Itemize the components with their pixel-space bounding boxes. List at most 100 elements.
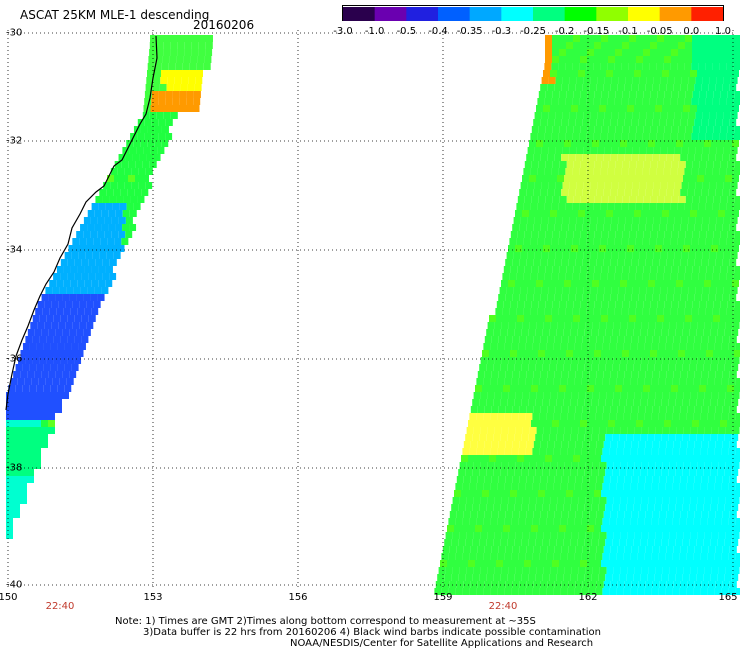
swath-cell bbox=[657, 126, 665, 133]
swath-cell bbox=[13, 490, 20, 497]
swath-cell bbox=[547, 441, 555, 448]
swath-cell bbox=[497, 483, 505, 490]
swath-cell bbox=[490, 378, 498, 385]
swath-cell bbox=[610, 154, 618, 161]
swath-cell bbox=[580, 231, 588, 238]
swath-cell bbox=[692, 91, 700, 98]
swath-cell bbox=[547, 154, 555, 161]
swath-cell bbox=[51, 301, 59, 308]
swath-cell bbox=[557, 322, 565, 329]
swath-cell bbox=[704, 427, 712, 434]
swath-cell bbox=[561, 371, 569, 378]
swath-cell bbox=[675, 434, 683, 441]
swath-cell bbox=[710, 574, 718, 581]
swath-cell bbox=[705, 238, 713, 245]
swath-cell bbox=[725, 357, 733, 364]
swath-cell bbox=[640, 364, 648, 371]
swath-cell bbox=[568, 511, 576, 518]
latitude-label: -30 bbox=[6, 27, 23, 39]
swath-cell bbox=[734, 49, 740, 56]
swath-cell bbox=[707, 518, 715, 525]
swath-cell bbox=[486, 364, 494, 371]
swath-cell bbox=[596, 476, 604, 483]
swath-cell bbox=[472, 469, 480, 476]
swath-cell bbox=[722, 581, 730, 588]
swath-cell bbox=[27, 399, 34, 406]
swath-cell bbox=[650, 35, 657, 42]
swath-cell bbox=[582, 371, 590, 378]
swath-cell bbox=[675, 469, 683, 476]
swath-cell bbox=[562, 287, 570, 294]
swath-cell bbox=[668, 539, 676, 546]
swath-cell bbox=[664, 455, 671, 462]
swath-cell bbox=[539, 343, 547, 350]
swath-cell bbox=[192, 105, 200, 112]
swath-cell bbox=[544, 63, 552, 70]
swath-cell bbox=[671, 350, 678, 357]
swath-cell bbox=[162, 56, 170, 63]
swath-cell bbox=[34, 371, 42, 378]
swath-cell bbox=[483, 518, 491, 525]
swath-cell bbox=[615, 301, 623, 308]
swath-cell bbox=[606, 105, 613, 112]
swath-cell bbox=[639, 287, 647, 294]
swath-cell bbox=[634, 245, 641, 252]
swath-cell bbox=[622, 161, 630, 168]
swath-cell bbox=[645, 84, 653, 91]
swath-cell bbox=[6, 420, 13, 427]
swath-cell bbox=[705, 168, 713, 175]
swath-cell bbox=[722, 294, 730, 301]
swath-cell bbox=[608, 560, 615, 567]
swath-cell bbox=[56, 308, 64, 315]
swath-cell bbox=[634, 357, 642, 364]
swath-cell bbox=[580, 266, 588, 273]
swath-cell bbox=[653, 217, 661, 224]
swath-cell bbox=[559, 560, 566, 567]
swath-cell bbox=[482, 350, 489, 357]
swath-cell bbox=[138, 168, 146, 175]
swath-cell bbox=[487, 357, 495, 364]
swath-cell bbox=[505, 371, 513, 378]
swath-cell bbox=[537, 308, 545, 315]
longitude-label: 150 bbox=[0, 592, 18, 603]
swath-cell bbox=[659, 371, 667, 378]
swath-cell bbox=[714, 483, 722, 490]
swath-cell bbox=[189, 63, 197, 70]
swath-cell bbox=[705, 98, 713, 105]
swath-cell bbox=[547, 476, 555, 483]
swath-cell bbox=[157, 147, 165, 154]
swath-cell bbox=[694, 259, 702, 266]
swath-cell bbox=[48, 406, 55, 413]
swath-cell bbox=[469, 413, 477, 420]
swath-cell bbox=[643, 42, 650, 49]
swath-cell bbox=[682, 504, 690, 511]
swath-cell bbox=[41, 413, 48, 420]
swath-cell bbox=[593, 273, 601, 280]
swath-cell bbox=[578, 497, 586, 504]
swath-cell bbox=[732, 357, 740, 364]
swath-cell bbox=[561, 476, 569, 483]
swath-cell bbox=[631, 84, 639, 91]
swath-cell bbox=[633, 329, 641, 336]
swath-cell bbox=[626, 364, 634, 371]
swath-cell bbox=[629, 91, 637, 98]
swath-cell bbox=[732, 462, 740, 469]
swath-cell bbox=[692, 301, 700, 308]
swath-cell bbox=[643, 91, 651, 98]
swath-cell bbox=[513, 287, 521, 294]
swath-cell bbox=[651, 553, 659, 560]
swath-cell bbox=[510, 231, 518, 238]
swath-cell bbox=[116, 196, 124, 203]
swath-cell bbox=[624, 371, 632, 378]
swath-cell bbox=[506, 287, 514, 294]
swath-cell bbox=[580, 420, 587, 427]
swath-cell bbox=[109, 196, 117, 203]
swath-cell bbox=[538, 560, 545, 567]
swath-cell bbox=[715, 189, 723, 196]
swath-cell bbox=[689, 329, 697, 336]
swath-cell bbox=[554, 224, 562, 231]
swath-cell bbox=[34, 427, 41, 434]
swath-cell bbox=[694, 154, 702, 161]
swath-cell bbox=[589, 189, 597, 196]
swath-cell bbox=[708, 224, 716, 231]
